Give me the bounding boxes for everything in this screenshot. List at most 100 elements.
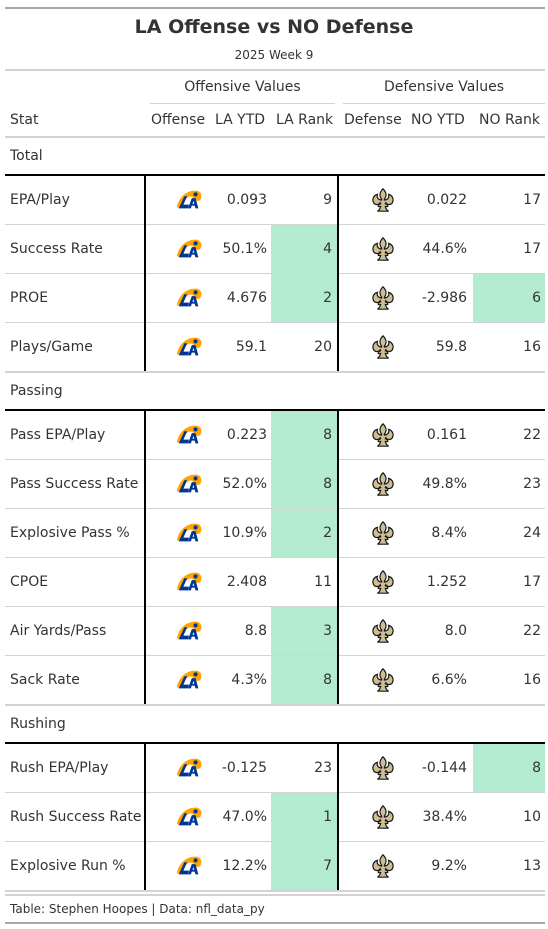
table-subtitle: 2025 Week 9 <box>234 48 314 62</box>
stat-name: Sack Rate <box>10 672 80 688</box>
la-rank-highlight <box>271 225 337 273</box>
footer-bottom-border <box>5 922 545 924</box>
la-ytd-value: 52.0% <box>222 476 267 492</box>
saints-fleur-de-lis-icon <box>369 187 397 213</box>
no-rank-value: 22 <box>523 623 541 639</box>
row-group-label: Total <box>10 148 43 164</box>
saints-fleur-de-lis-icon <box>369 520 397 546</box>
stat-name: Success Rate <box>10 241 103 257</box>
no-ytd-value: 0.022 <box>426 192 467 208</box>
la-ytd-value: 4.676 <box>226 290 267 306</box>
no-ytd-value: 0.161 <box>426 427 467 443</box>
no-ytd-value: -0.144 <box>421 760 467 776</box>
saints-fleur-de-lis-icon <box>369 853 397 879</box>
saints-fleur-de-lis-icon <box>369 755 397 781</box>
stat-name: Pass EPA/Play <box>10 427 106 443</box>
no-rank-value: 17 <box>523 574 541 590</box>
no-rank-value: 23 <box>523 476 541 492</box>
table-row: Success Rate 50.1% 4 44.6% 17 <box>5 225 545 274</box>
group-bottom-line <box>5 704 545 706</box>
spanner-defensive-values: Defensive Values <box>383 79 505 95</box>
offense-column-separator <box>144 742 146 890</box>
no-rank-value: 10 <box>523 809 541 825</box>
la-rank-highlight <box>271 411 337 459</box>
spanner-offensive-line <box>150 103 335 104</box>
table-row: Rush EPA/Play -0.125 23 -0.144 8 <box>5 744 545 793</box>
no-ytd-value: 44.6% <box>422 241 467 257</box>
row-divider <box>5 557 545 558</box>
table-row: Air Yards/Pass 8.8 3 8.0 22 <box>5 607 545 656</box>
rams-logo-icon <box>175 187 203 213</box>
group-bottom-line <box>5 890 545 892</box>
defense-column-separator <box>337 174 339 371</box>
row-group-label: Rushing <box>10 716 66 732</box>
la-ytd-value: 8.8 <box>244 623 267 639</box>
la-rank-value: 1 <box>323 809 332 825</box>
rams-logo-icon <box>175 285 203 311</box>
no-rank-value: 8 <box>532 760 541 776</box>
la-rank-value: 20 <box>314 339 332 355</box>
no-rank-value: 13 <box>523 858 541 874</box>
no-rank-highlight <box>473 744 545 792</box>
stat-name: Air Yards/Pass <box>10 623 107 639</box>
table-row: EPA/Play 0.093 9 0.022 17 <box>5 176 545 225</box>
la-ytd-value: 10.9% <box>222 525 267 541</box>
la-rank-highlight <box>271 274 337 322</box>
saints-fleur-de-lis-icon <box>369 569 397 595</box>
la-rank-highlight <box>271 842 337 890</box>
group-divider <box>5 409 545 411</box>
no-ytd-value: 59.8 <box>435 339 467 355</box>
no-rank-value: 17 <box>523 192 541 208</box>
column-header-no-rank: NO Rank <box>479 112 540 128</box>
rams-logo-icon <box>175 569 203 595</box>
la-rank-value: 9 <box>323 192 332 208</box>
la-ytd-value: 47.0% <box>222 809 267 825</box>
column-header-la-rank: LA Rank <box>276 112 334 128</box>
no-rank-value: 17 <box>523 241 541 257</box>
la-ytd-value: 0.093 <box>226 192 267 208</box>
no-rank-highlight <box>473 274 545 322</box>
table-row: Plays/Game 59.1 20 59.8 16 <box>5 323 545 372</box>
la-ytd-value: 12.2% <box>222 858 267 874</box>
row-divider <box>5 606 545 607</box>
rams-logo-icon <box>175 755 203 781</box>
la-rank-value: 3 <box>323 623 332 639</box>
no-ytd-value: 8.0 <box>444 623 467 639</box>
no-rank-value: 16 <box>523 339 541 355</box>
no-rank-value: 16 <box>523 672 541 688</box>
table-title: LA Offense vs NO Defense <box>134 16 414 38</box>
no-ytd-value: 9.2% <box>431 858 467 874</box>
rams-logo-icon <box>175 422 203 448</box>
table-row: Sack Rate 4.3% 8 6.6% 16 <box>5 656 545 705</box>
rams-logo-icon <box>175 471 203 497</box>
table-source-note: Table: Stephen Hoopes | Data: nfl_data_p… <box>10 902 265 916</box>
no-ytd-value: 1.252 <box>426 574 467 590</box>
la-rank-value: 4 <box>323 241 332 257</box>
table-row: PROE 4.676 2 -2.986 6 <box>5 274 545 323</box>
la-ytd-value: 50.1% <box>222 241 267 257</box>
la-rank-value: 11 <box>314 574 332 590</box>
rams-logo-icon <box>175 853 203 879</box>
no-ytd-value: -2.986 <box>421 290 467 306</box>
stat-name: Rush Success Rate <box>10 809 142 825</box>
table-row: CPOE 2.408 11 1.252 17 <box>5 558 545 607</box>
rams-logo-icon <box>175 667 203 693</box>
row-divider <box>5 792 545 793</box>
column-header-offense: Offense <box>151 112 206 128</box>
row-divider <box>5 322 545 323</box>
no-ytd-value: 8.4% <box>431 525 467 541</box>
la-rank-highlight <box>271 509 337 557</box>
saints-fleur-de-lis-icon <box>369 285 397 311</box>
rams-logo-icon <box>175 520 203 546</box>
stat-name: CPOE <box>10 574 49 590</box>
group-bottom-line <box>5 371 545 373</box>
stat-name: Explosive Run % <box>10 858 126 874</box>
group-divider <box>5 174 545 176</box>
rams-logo-icon <box>175 236 203 262</box>
group-divider <box>5 742 545 744</box>
row-divider <box>5 841 545 842</box>
row-divider <box>5 273 545 274</box>
la-rank-value: 2 <box>323 290 332 306</box>
no-ytd-value: 38.4% <box>422 809 467 825</box>
